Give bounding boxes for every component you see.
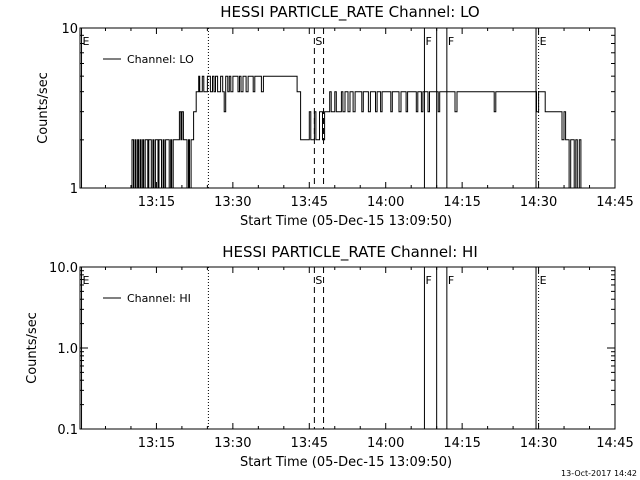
y-tick-label: 10.0 xyxy=(49,261,78,276)
x-axis-label: Start Time (05-Dec-15 13:09:50) xyxy=(240,455,452,470)
event-marker-label: S xyxy=(315,274,322,287)
event-marker-label: F xyxy=(448,35,454,48)
panel-hi: HESSI PARTICLE_RATE Channel: HI E S F F E 0.… xyxy=(25,243,634,470)
event-marker-label: F xyxy=(448,274,454,287)
y-tick-label: 1 xyxy=(70,182,78,197)
event-marker-label: E xyxy=(83,35,90,48)
event-marker-label: F xyxy=(425,35,431,48)
x-tick-label: 13:45 xyxy=(291,195,328,210)
footer-timestamp: 13-Oct-2017 14:42 xyxy=(561,469,637,478)
x-tick-label: 14:30 xyxy=(520,195,557,210)
event-marker-label: E xyxy=(83,274,90,287)
x-tick-label: 13:15 xyxy=(138,436,175,451)
x-tick-label: 14:00 xyxy=(367,195,404,210)
x-tick-label: 14:30 xyxy=(520,436,557,451)
x-axis-label: Start Time (05-Dec-15 13:09:50) xyxy=(240,214,452,229)
y-tick-label: 0.1 xyxy=(57,423,78,438)
legend-label: Channel: LO xyxy=(127,53,194,66)
event-marker-label: S xyxy=(315,35,322,48)
x-tick-label: 14:00 xyxy=(367,436,404,451)
legend-label: Channel: HI xyxy=(127,292,191,305)
y-axis-label: Counts/sec xyxy=(25,312,40,384)
x-tick-label: 14:15 xyxy=(443,195,480,210)
x-tick-label: 13:30 xyxy=(214,436,251,451)
legend: Channel: LO xyxy=(103,53,194,66)
event-marker-label: E xyxy=(540,274,547,287)
y-axis-ticks: 0.1 1.0 10.0 xyxy=(49,261,615,438)
chart-title: HESSI PARTICLE_RATE Channel: HI xyxy=(222,243,478,262)
chart-title: HESSI PARTICLE_RATE Channel: LO xyxy=(220,3,479,22)
x-tick-label: 14:45 xyxy=(596,436,633,451)
x-axis-ticks: 13:15 13:30 13:45 14:00 14:15 14:30 14:45 xyxy=(104,267,634,451)
event-marker-label: E xyxy=(540,35,547,48)
y-tick-label: 10 xyxy=(61,22,78,37)
y-axis-label: Counts/sec xyxy=(36,72,51,144)
y-tick-label: 1.0 xyxy=(57,342,78,357)
x-axis-ticks: 13:15 13:30 13:45 14:00 14:15 14:30 14:45 xyxy=(104,28,634,210)
legend: Channel: HI xyxy=(103,292,191,305)
x-tick-label: 14:15 xyxy=(443,436,480,451)
x-tick-label: 14:45 xyxy=(596,195,633,210)
event-marker-label: F xyxy=(425,274,431,287)
plot-frame xyxy=(79,27,616,189)
x-tick-label: 13:30 xyxy=(214,195,251,210)
series-line-channel-lo xyxy=(131,75,585,189)
y-axis-ticks: 1 10 xyxy=(61,22,615,197)
x-tick-label: 13:15 xyxy=(138,195,175,210)
x-tick-label: 13:45 xyxy=(291,436,328,451)
